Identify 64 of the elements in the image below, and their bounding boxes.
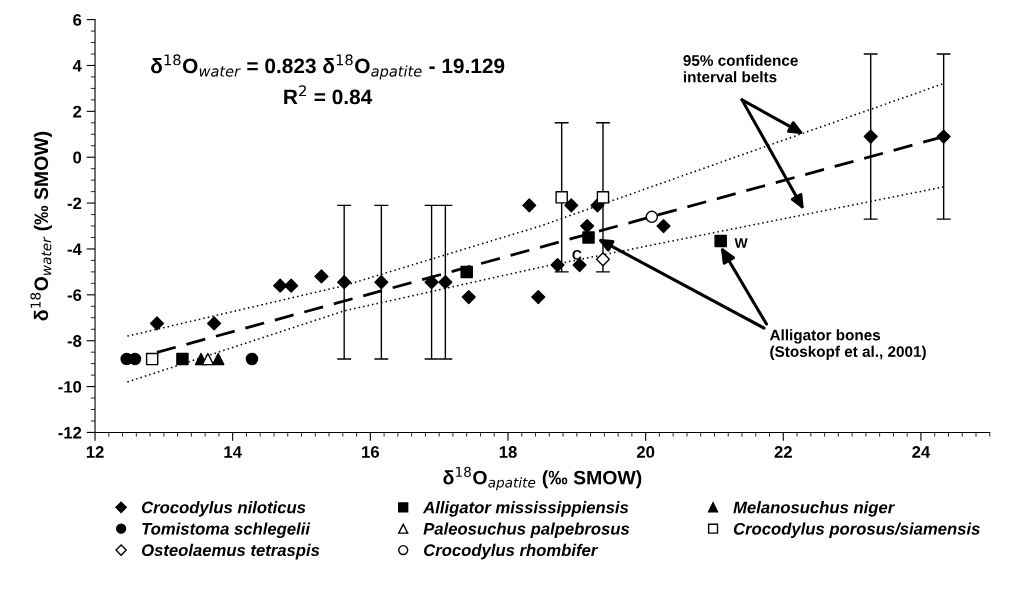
- point: [595, 252, 611, 267]
- annotation: W: [734, 238, 748, 248]
- y-tick-label: 4: [72, 60, 82, 72]
- point: [176, 352, 189, 366]
- point: [374, 275, 389, 290]
- annotation: R$^{2}$ = 0.84: [284, 85, 373, 105]
- point: [564, 198, 579, 213]
- point: [522, 198, 537, 213]
- legend-label: Crocodylus niloticus: [141, 501, 306, 517]
- point: [337, 275, 352, 290]
- point: [936, 129, 951, 144]
- y-tick-label: -10: [58, 380, 82, 393]
- y-tick-label: -4: [67, 243, 82, 255]
- point: [461, 290, 476, 305]
- point: [245, 352, 259, 366]
- y-tick-label: -2: [67, 197, 82, 210]
- legend-label: Alligator mississippiensis: [422, 501, 629, 517]
- point: [145, 352, 159, 366]
- x-tick-label: 18: [499, 446, 517, 458]
- x-tick-label: 16: [362, 446, 379, 458]
- legend-label: Paleosuchus palpebrosus: [423, 522, 630, 539]
- point: [580, 218, 595, 234]
- x-tick-label: 14: [224, 446, 242, 458]
- y-axis-title: δ$^{18}$O$_{water}$ (‰ SMOW): [30, 131, 52, 321]
- point: [645, 210, 659, 224]
- text: δ$^{18}$O$_{water}$ = 0.823 δ$^{18}$O$_{apatite}$ - 19.129: [151, 54, 505, 80]
- y-tick-label: 6: [73, 14, 82, 26]
- y-tick-label: 2: [73, 105, 82, 118]
- point: [201, 352, 215, 366]
- legend-label: Osteolaemus tetraspis: [141, 543, 320, 560]
- y-tick-label: -8: [67, 335, 82, 347]
- annotation: Alligator bones (Stoskopf et al., 2001): [769, 329, 926, 360]
- point: [555, 191, 568, 204]
- x-tick-label: 24: [912, 446, 931, 458]
- point: [273, 278, 288, 293]
- legend-label: Tomistoma schlegelii: [142, 522, 311, 539]
- point: [207, 316, 222, 331]
- x-axis-title: δ$^{18}$O$_{apatite}$ (‰ SMOW): [443, 466, 642, 491]
- legend-label: Crocodylus rhombifer: [424, 543, 599, 560]
- point: [863, 129, 878, 144]
- point: [149, 316, 165, 331]
- point: [714, 234, 727, 248]
- point: [531, 290, 546, 305]
- x-tick-label: 22: [774, 446, 792, 458]
- legend-label: Crocodylus porosus/siamensis: [733, 522, 980, 539]
- x-tick-label: 20: [636, 446, 655, 458]
- annotation: 95% confidence interval belts: [683, 54, 798, 83]
- point: [550, 257, 565, 273]
- point: [438, 275, 453, 290]
- point: [284, 278, 299, 293]
- legend-label: Melanosuchus niger: [733, 501, 895, 517]
- point: [424, 275, 439, 290]
- y-tick-label: 0: [73, 151, 82, 164]
- point: [211, 352, 225, 366]
- point: [596, 191, 610, 204]
- y-tick-label: -12: [58, 426, 82, 439]
- point: [582, 231, 595, 244]
- point: [656, 218, 671, 234]
- x-tick-label: 12: [86, 446, 104, 458]
- point: [314, 269, 329, 284]
- point: [460, 265, 473, 279]
- annotation: C: [572, 250, 582, 260]
- point: [128, 352, 142, 366]
- y-tick-label: -6: [67, 289, 82, 302]
